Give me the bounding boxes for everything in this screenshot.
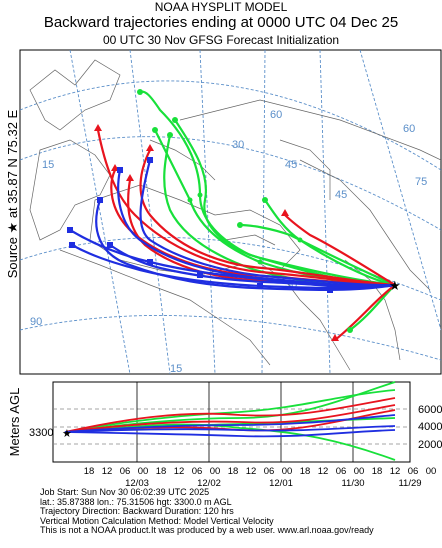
lon-label-45: 45: [335, 189, 347, 201]
svg-text:00: 00: [282, 466, 293, 477]
lat-label-60: 60: [270, 109, 282, 121]
job-disclaimer: This is not a NOAA product.It was produc…: [40, 525, 374, 535]
date-label-1129: 11/29: [398, 478, 421, 489]
latitude-line-45: [20, 136, 441, 231]
vertical-profile-panel: ★ 3300 6000 4000 2000 18 12 06 00 18 12 …: [29, 381, 442, 489]
date-label-1201: 12/01: [269, 478, 293, 489]
trajectory-green-7: [174, 119, 396, 287]
trajectory-title: Backward trajectories ending at 0000 UTC…: [43, 14, 399, 31]
svg-text:06: 06: [336, 466, 347, 477]
longitude-line-90: [359, 50, 441, 331]
job-location: lat.: 35.87388 lon.: 75.31506 hgt: 3300.…: [40, 496, 232, 507]
trajectory-blue-2: [71, 244, 396, 290]
y-tick-4000: 4000: [418, 421, 442, 433]
job-info: Job Start: Sun Nov 30 06:02:39 UTC 2025 …: [40, 487, 440, 536]
lon-label-90: 90: [30, 316, 42, 328]
y-tick-6000: 6000: [418, 404, 442, 416]
job-direction: Trajectory Direction: Backward Duration:…: [40, 506, 234, 516]
trajectory-red-5: [334, 284, 396, 341]
lat-label-15: 15: [170, 363, 182, 375]
y-tick-2000: 2000: [418, 439, 442, 451]
source-star-icon: ★: [389, 278, 401, 293]
lon-label-30: 30: [232, 139, 244, 151]
lon-label-75: 75: [415, 176, 427, 188]
trajectory-red-1: [96, 129, 396, 287]
longitude-line-60: [261, 50, 266, 374]
svg-text:12: 12: [390, 466, 401, 477]
blue-trajectories: [69, 159, 396, 291]
svg-text:12: 12: [102, 466, 113, 477]
trajectory-red-6: [139, 149, 396, 287]
trajectory-green-1: [139, 90, 396, 287]
svg-text:18: 18: [300, 466, 311, 477]
svg-text:06: 06: [120, 466, 131, 477]
svg-text:12: 12: [246, 466, 257, 477]
trajectory-green-6: [264, 199, 396, 287]
start-height-label: 3300: [29, 427, 53, 439]
date-label-1202: 12/02: [197, 478, 221, 489]
svg-text:18: 18: [84, 466, 95, 477]
svg-text:00: 00: [210, 466, 221, 477]
profile-source-star-icon: ★: [62, 428, 72, 440]
svg-text:18: 18: [156, 466, 167, 477]
svg-text:06: 06: [264, 466, 275, 477]
longitude-line-30: [129, 50, 171, 374]
date-label-1203: 12/03: [125, 478, 149, 489]
job-start: Job Start: Sun Nov 30 06:02:39 UTC 2025: [40, 487, 210, 497]
lon-label-60: 60: [403, 123, 415, 135]
trajectory-blue-5: [139, 159, 396, 287]
date-label-1130: 11/30: [341, 478, 364, 489]
trajectories: [69, 90, 396, 341]
svg-text:00: 00: [426, 466, 437, 477]
svg-text:06: 06: [408, 466, 419, 477]
lon-label-15: 15: [42, 159, 54, 171]
svg-text:12: 12: [318, 466, 329, 477]
trajectory-markers: [67, 89, 353, 341]
svg-text:12: 12: [174, 466, 185, 477]
latitude-line-60: [20, 80, 441, 171]
forecast-subtitle: 00 UTC 30 Nov GFSG Forecast Initializati…: [102, 33, 340, 47]
longitude-line-75: [319, 50, 331, 374]
map-panel: 60 45 30 15 30 45 60 75 15 90: [19, 49, 442, 375]
svg-text:00: 00: [138, 466, 149, 477]
model-title: NOAA HYSPLIT MODEL: [154, 0, 288, 14]
trajectory-blue-6: [109, 244, 396, 288]
lat-label-45: 45: [285, 159, 297, 171]
svg-text:06: 06: [192, 466, 203, 477]
map-frame: [19, 49, 442, 375]
latitude-line-15: [20, 315, 441, 361]
trajectory-red-4: [284, 214, 396, 286]
svg-text:00: 00: [354, 466, 365, 477]
svg-text:18: 18: [372, 466, 383, 477]
svg-text:18: 18: [228, 466, 239, 477]
job-vertical-method: Vertical Motion Calculation Method: Mode…: [40, 515, 274, 526]
